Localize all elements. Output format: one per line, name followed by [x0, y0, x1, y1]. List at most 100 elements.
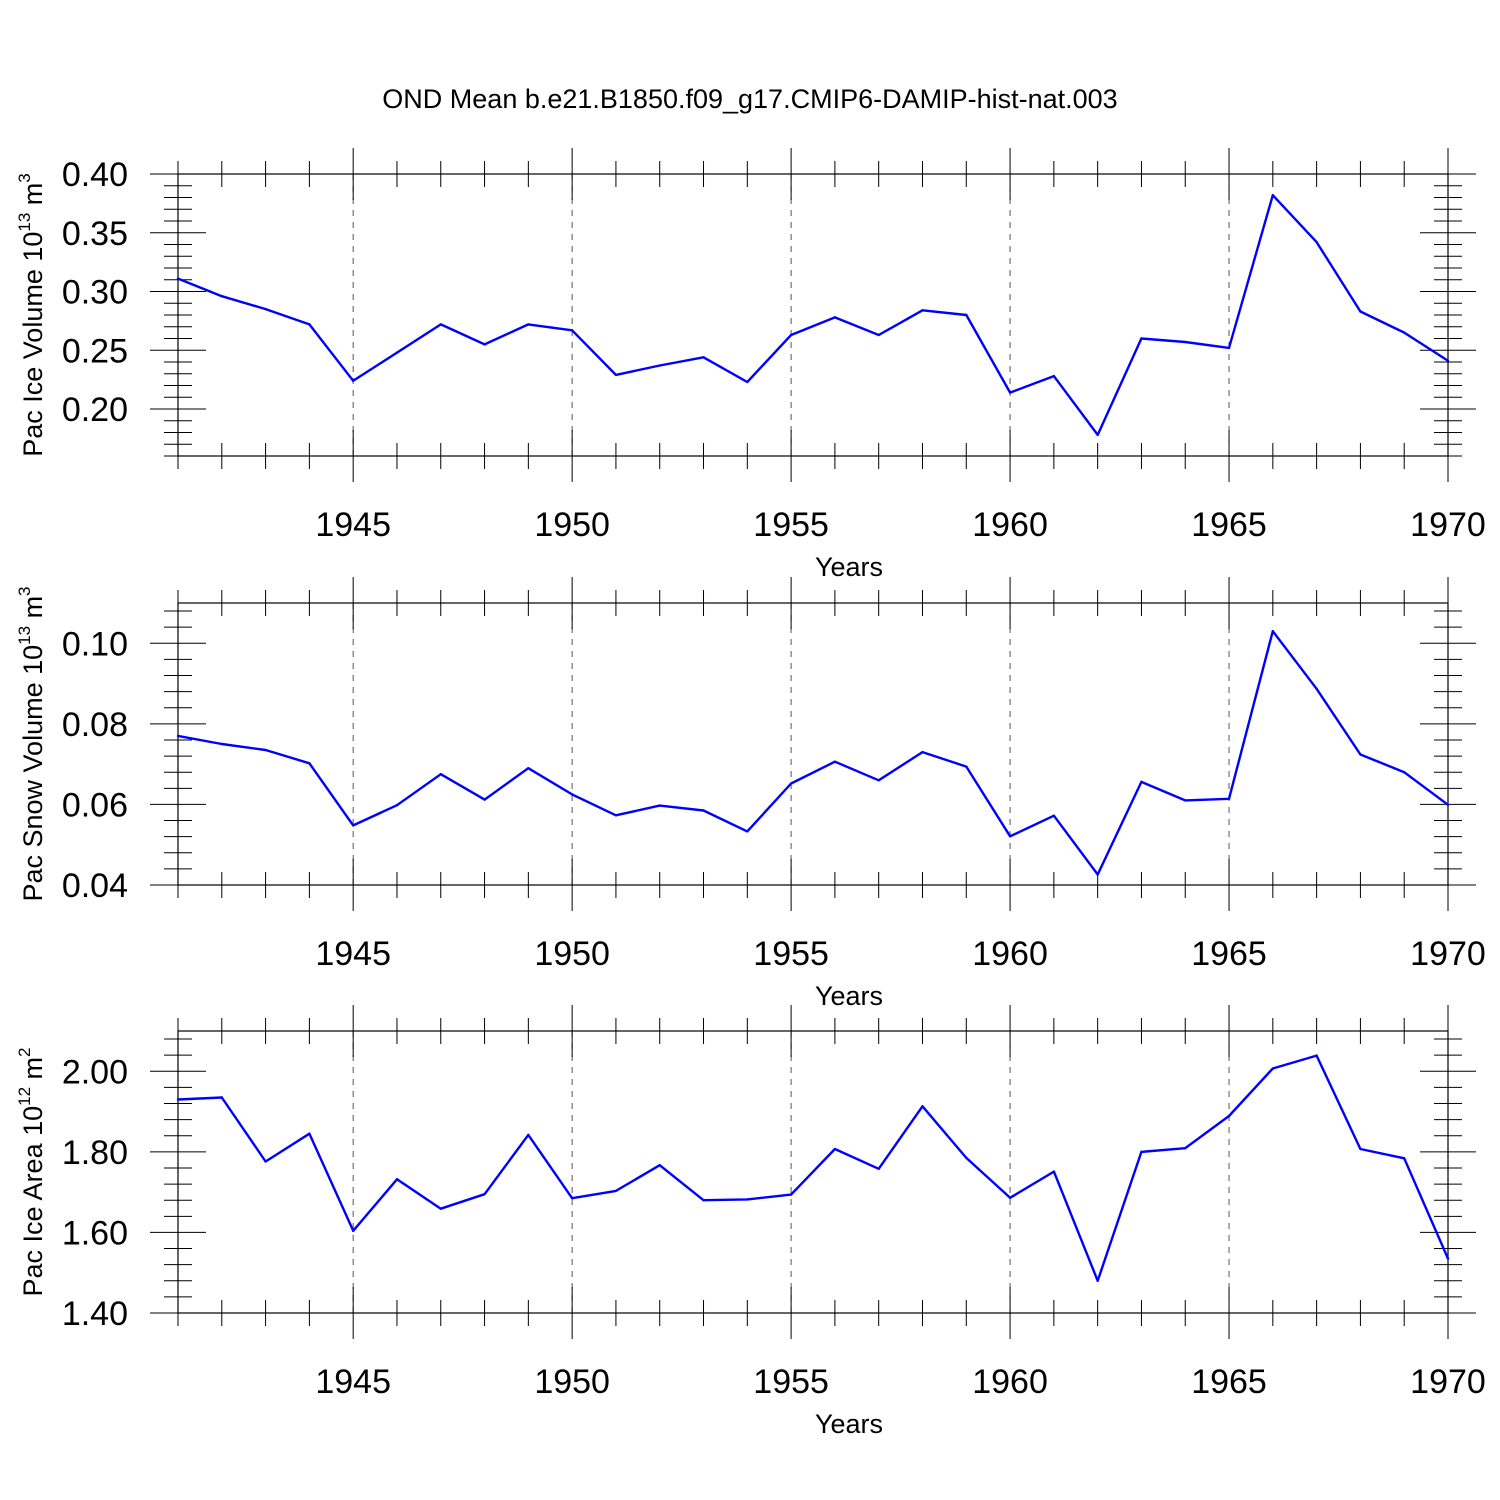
y-tick-label: 0.30 [62, 274, 128, 312]
data-point [746, 1198, 749, 1201]
data-point [1184, 340, 1187, 344]
data-point [1184, 799, 1187, 802]
y-tick-label: 2.00 [62, 1053, 128, 1091]
data-point [176, 1098, 180, 1101]
data-point [351, 824, 355, 827]
data-point [308, 323, 311, 326]
data-point [264, 1160, 267, 1163]
page-title: OND Mean b.e21.B1850.f09_g17.CMIP6-DAMIP… [382, 84, 1118, 114]
x-tick-label: 1970 [1410, 506, 1486, 544]
data-point [658, 364, 661, 367]
data-point [965, 313, 968, 317]
x-tick-label: 1945 [315, 1363, 391, 1401]
data-point [789, 1193, 793, 1196]
data-point [614, 1189, 618, 1193]
y-tick-label: 0.35 [62, 215, 128, 253]
data-point [264, 748, 267, 752]
x-tick-label: 1950 [534, 1363, 610, 1401]
data-point [921, 1105, 924, 1108]
data-point [614, 373, 618, 377]
x-axis-title: Years [815, 552, 883, 582]
data-point [1403, 1157, 1406, 1160]
data-point [527, 323, 530, 326]
y-tick-label: 0.08 [62, 706, 128, 744]
data-point [746, 830, 749, 833]
data-point [439, 323, 442, 326]
data-point [220, 742, 223, 746]
data-point [1315, 240, 1318, 244]
data-point [702, 1199, 705, 1202]
data-point [1403, 771, 1406, 774]
data-point [395, 1178, 399, 1181]
x-tick-label: 1960 [972, 1363, 1048, 1401]
plot-frame [177, 173, 1449, 457]
data-point [264, 307, 267, 311]
data-point [220, 1096, 223, 1099]
y-tick-label: 0.06 [62, 786, 128, 824]
data-point [351, 1229, 355, 1233]
data-point [1315, 687, 1318, 691]
x-axis-title: Years [815, 1409, 883, 1439]
data-point [702, 356, 705, 359]
data-point [658, 804, 661, 807]
data-point [1052, 1170, 1056, 1173]
y-axis-title: Pac Ice Area 1012 m2 [15, 1047, 48, 1296]
data-point [702, 809, 705, 812]
x-axis-title: Years [815, 981, 883, 1011]
x-tick-label: 1945 [315, 935, 391, 973]
data-point [1227, 1114, 1231, 1118]
data-point [527, 766, 530, 770]
chart-panel-3: 1945 1950 1955 1960 1965 1970 1.40 1.60 1.80 2.00… [15, 1005, 1486, 1439]
data-point [1315, 1054, 1318, 1057]
data-point [220, 295, 223, 298]
data-point [395, 351, 399, 354]
y-tick-label: 0.40 [62, 156, 128, 194]
data-point [1008, 391, 1012, 394]
data-point [308, 1132, 311, 1135]
data-point [395, 804, 399, 807]
data-point [570, 1196, 574, 1200]
y-tick-label: 1.80 [62, 1134, 128, 1172]
x-tick-label: 1965 [1191, 1363, 1267, 1401]
data-point [1227, 346, 1231, 350]
y-tick-label: 0.04 [62, 867, 128, 905]
data-point [1052, 374, 1056, 378]
data-point [439, 773, 442, 776]
data-point [1052, 814, 1056, 817]
data-point [1359, 1147, 1362, 1151]
series-line [177, 1054, 1450, 1283]
data-point [1359, 310, 1362, 313]
x-tick-label: 1950 [534, 506, 610, 544]
data-point [483, 1192, 486, 1196]
data-point [1096, 873, 1099, 876]
chart-panel-2: 1945 1950 1955 1960 1965 1970 0.04 0.06 0.08 0.10… [15, 577, 1486, 1011]
data-point [921, 309, 924, 312]
data-point [965, 1156, 968, 1160]
x-tick-label: 1965 [1191, 935, 1267, 973]
x-tick-label: 1950 [534, 935, 610, 973]
data-point [746, 380, 749, 384]
y-tick-label: 1.40 [62, 1295, 128, 1333]
data-point [1271, 193, 1275, 197]
data-point [1096, 1279, 1099, 1282]
x-tick-label: 1960 [972, 506, 1048, 544]
x-tick-label: 1965 [1191, 506, 1267, 544]
y-tick-label: 0.10 [62, 625, 128, 663]
x-tick-label: 1955 [753, 1363, 829, 1401]
plot-frame [177, 602, 1449, 886]
data-point [1271, 630, 1275, 633]
data-point [439, 1207, 442, 1210]
data-point [1271, 1067, 1275, 1070]
data-point [1184, 1147, 1187, 1150]
data-point [1140, 1150, 1143, 1154]
data-point [877, 1167, 880, 1170]
data-point [789, 333, 793, 337]
data-point [483, 798, 486, 801]
plot-frame [177, 1030, 1449, 1314]
data-point [1008, 835, 1012, 838]
series-line [177, 193, 1449, 437]
data-point [1359, 753, 1362, 756]
data-point [351, 379, 355, 382]
data-point [833, 760, 837, 763]
